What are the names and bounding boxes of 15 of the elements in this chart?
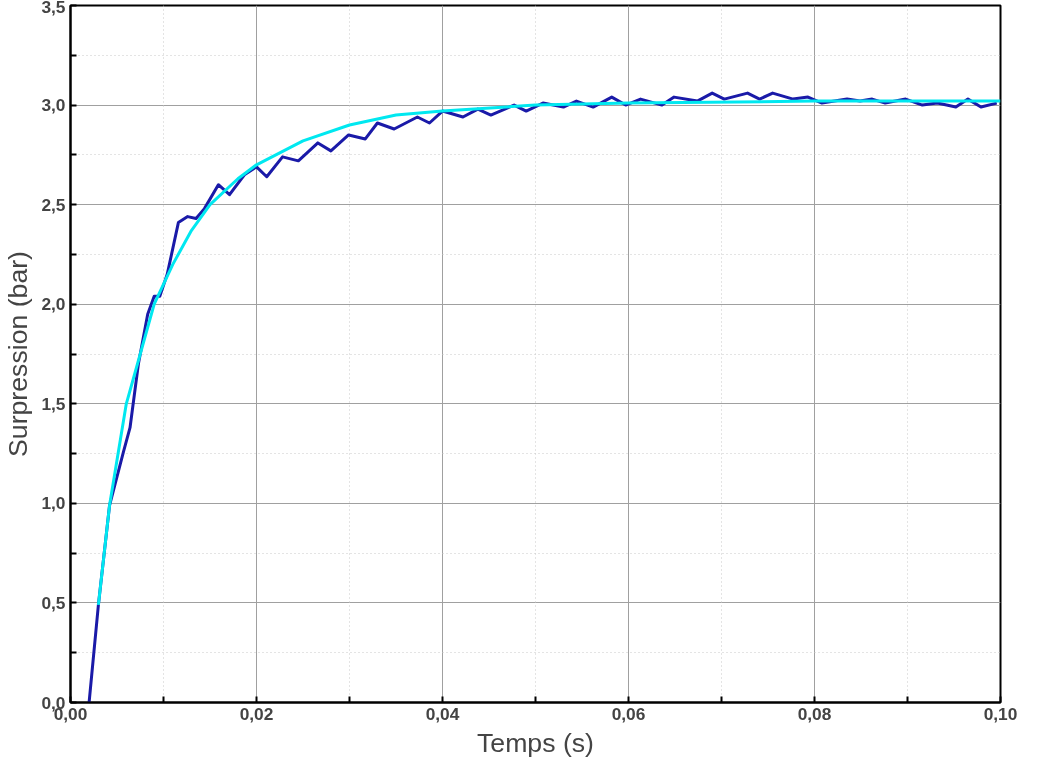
y-tick-label: 3,5 [41, 0, 66, 17]
x-tick-label: 0,04 [425, 703, 460, 724]
y-tick-label: 3,0 [41, 95, 66, 116]
y-tick-label: 1,0 [41, 493, 66, 514]
y-tick-label: 2,5 [41, 194, 66, 215]
x-tick-label: 0,06 [611, 703, 646, 724]
y-tick-label: 0,5 [41, 592, 66, 613]
x-axis-title: Temps (s) [477, 727, 594, 758]
y-tick-label: 1,5 [41, 393, 66, 414]
x-tick-label: 0,10 [983, 703, 1018, 724]
y-axis-title: Surpression (bar) [3, 251, 34, 457]
x-tick-label: 0,08 [797, 703, 832, 724]
x-tick-label: 0,02 [239, 703, 274, 724]
y-tick-label: 2,0 [41, 294, 66, 315]
line-series [96, 99, 1001, 607]
